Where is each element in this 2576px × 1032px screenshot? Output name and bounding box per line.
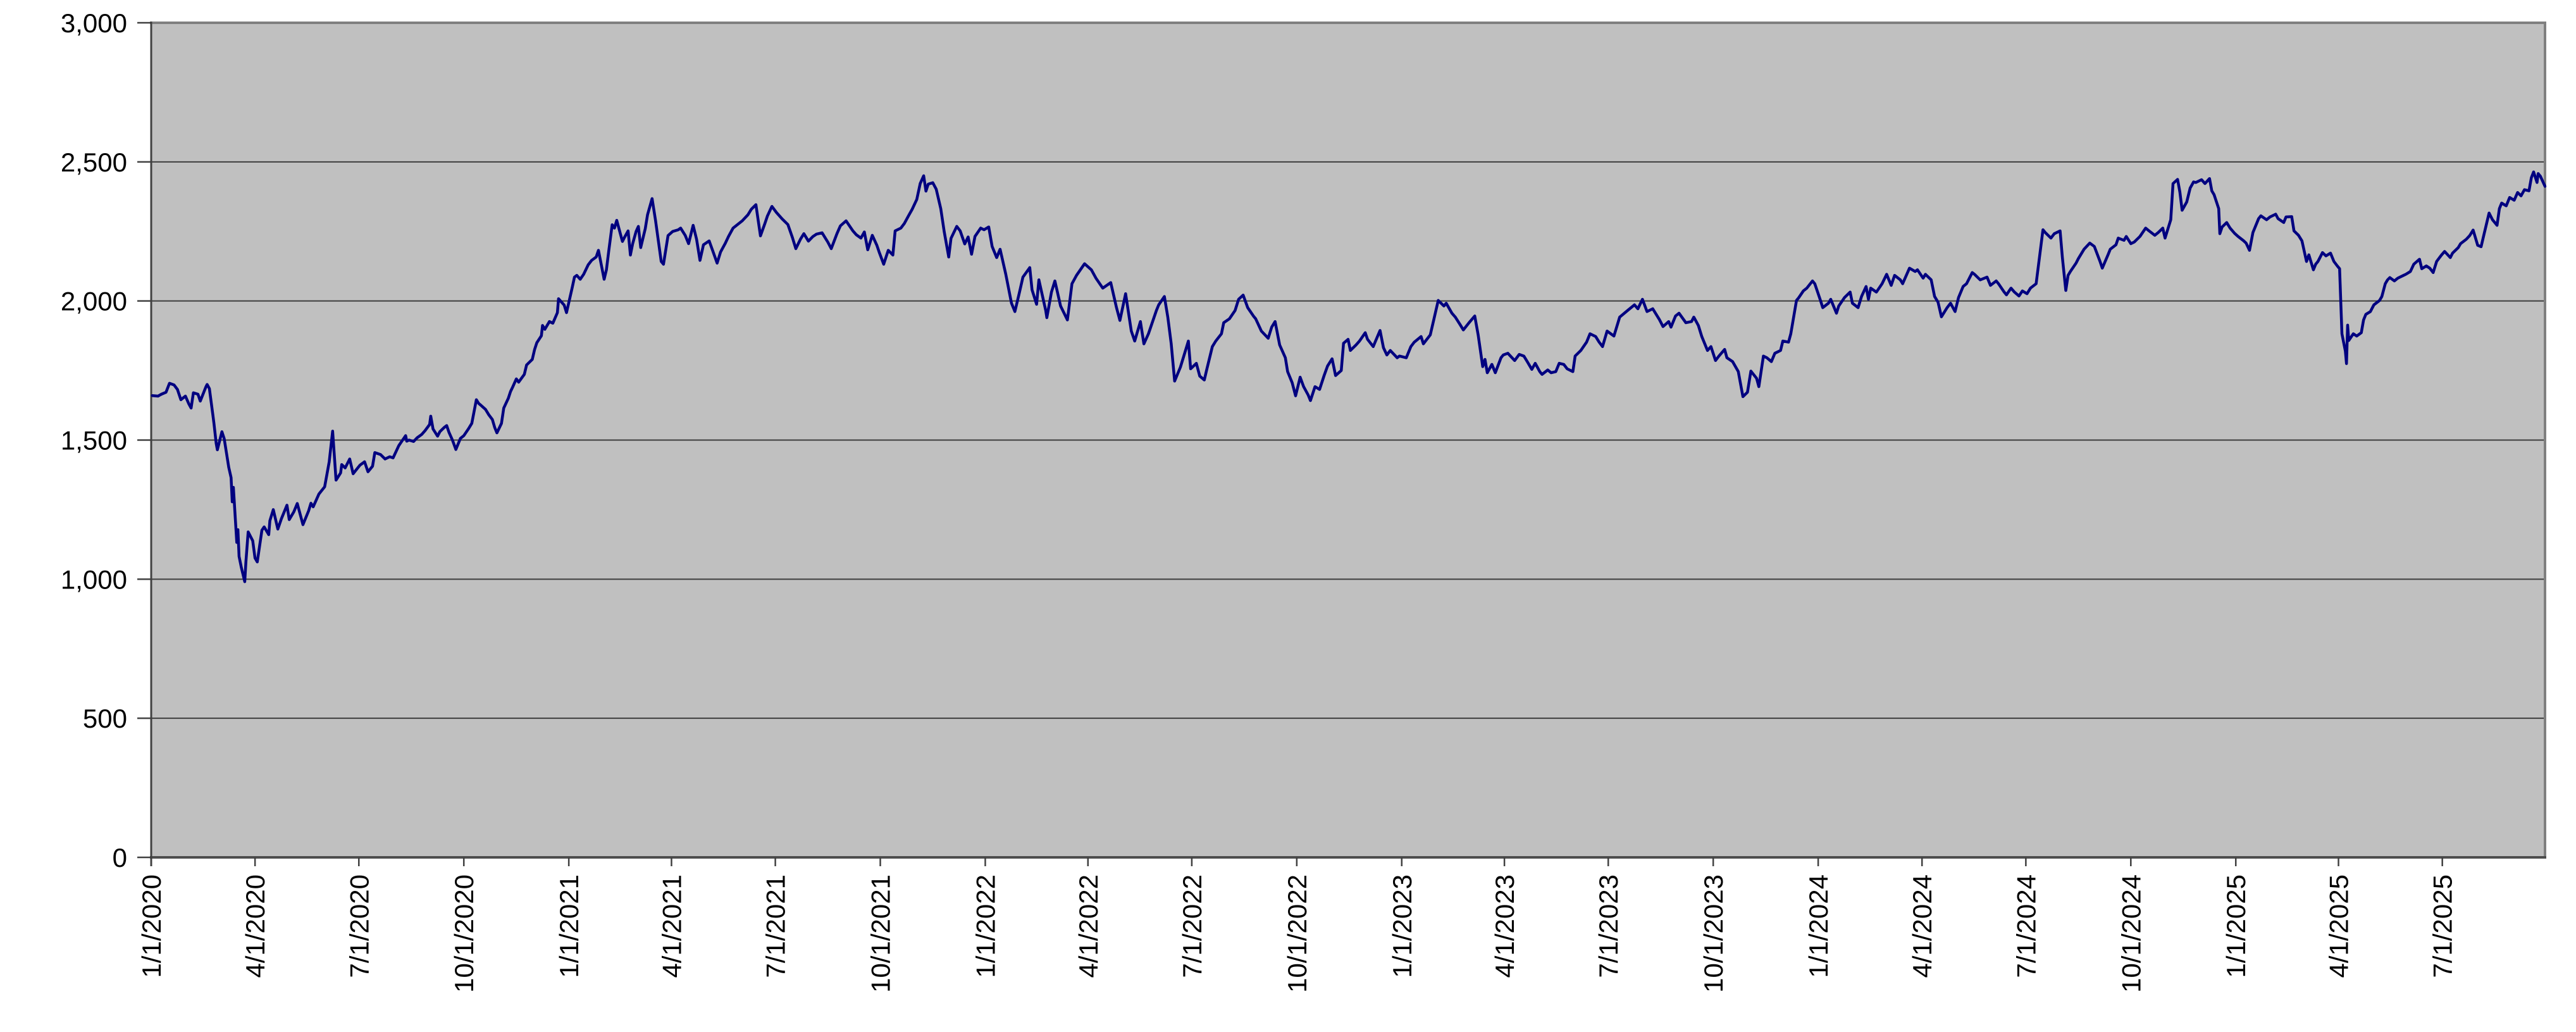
y-axis-tick-label: 0 (113, 843, 127, 873)
x-axis-tick-label: 4/1/2021 (657, 874, 686, 978)
x-axis-tick-label: 10/1/2023 (1699, 874, 1728, 993)
x-axis-tick-label: 1/1/2021 (554, 874, 584, 978)
x-axis-tick-label: 7/1/2022 (1177, 874, 1207, 978)
x-axis-tick-label: 4/1/2025 (2324, 874, 2354, 978)
x-axis-tick-label: 4/1/2022 (1074, 874, 1103, 978)
x-axis-tick-label: 10/1/2021 (866, 874, 896, 993)
x-axis-tick-label: 4/1/2020 (240, 874, 270, 978)
price-line (151, 170, 2547, 583)
y-axis-tick-label: 2,000 (61, 287, 127, 316)
y-axis-tick-label: 2,500 (61, 147, 127, 177)
y-axis-tick-label: 500 (83, 704, 127, 733)
x-axis-tick-label: 1/1/2024 (1804, 874, 1833, 978)
x-axis-tick-label: 7/1/2020 (344, 874, 374, 978)
x-axis-tick-label: 4/1/2023 (1490, 874, 1520, 978)
y-axis-tick-label: 1,000 (61, 564, 127, 594)
x-axis-tick-label: 1/1/2022 (970, 874, 1000, 978)
x-axis-tick-label: 1/1/2020 (137, 874, 166, 978)
x-axis-tick-label: 10/1/2022 (1282, 874, 1312, 993)
x-axis-tick-label: 10/1/2020 (449, 874, 479, 993)
x-axis-tick-label: 1/1/2023 (1387, 874, 1417, 978)
x-axis-tick-label: 4/1/2024 (1907, 874, 1937, 978)
x-axis-tick-label: 7/1/2023 (1594, 874, 1623, 978)
x-axis-tick-label: 7/1/2021 (761, 874, 791, 978)
x-axis-tick-label: 10/1/2024 (2116, 874, 2146, 993)
y-axis-tick-label: 1,500 (61, 426, 127, 456)
x-axis-tick-label: 7/1/2025 (2428, 874, 2458, 978)
x-axis-tick-label: 1/1/2025 (2221, 874, 2251, 978)
y-axis-tick-label: 3,000 (61, 8, 127, 38)
x-axis-tick-label: 7/1/2024 (2011, 874, 2041, 978)
